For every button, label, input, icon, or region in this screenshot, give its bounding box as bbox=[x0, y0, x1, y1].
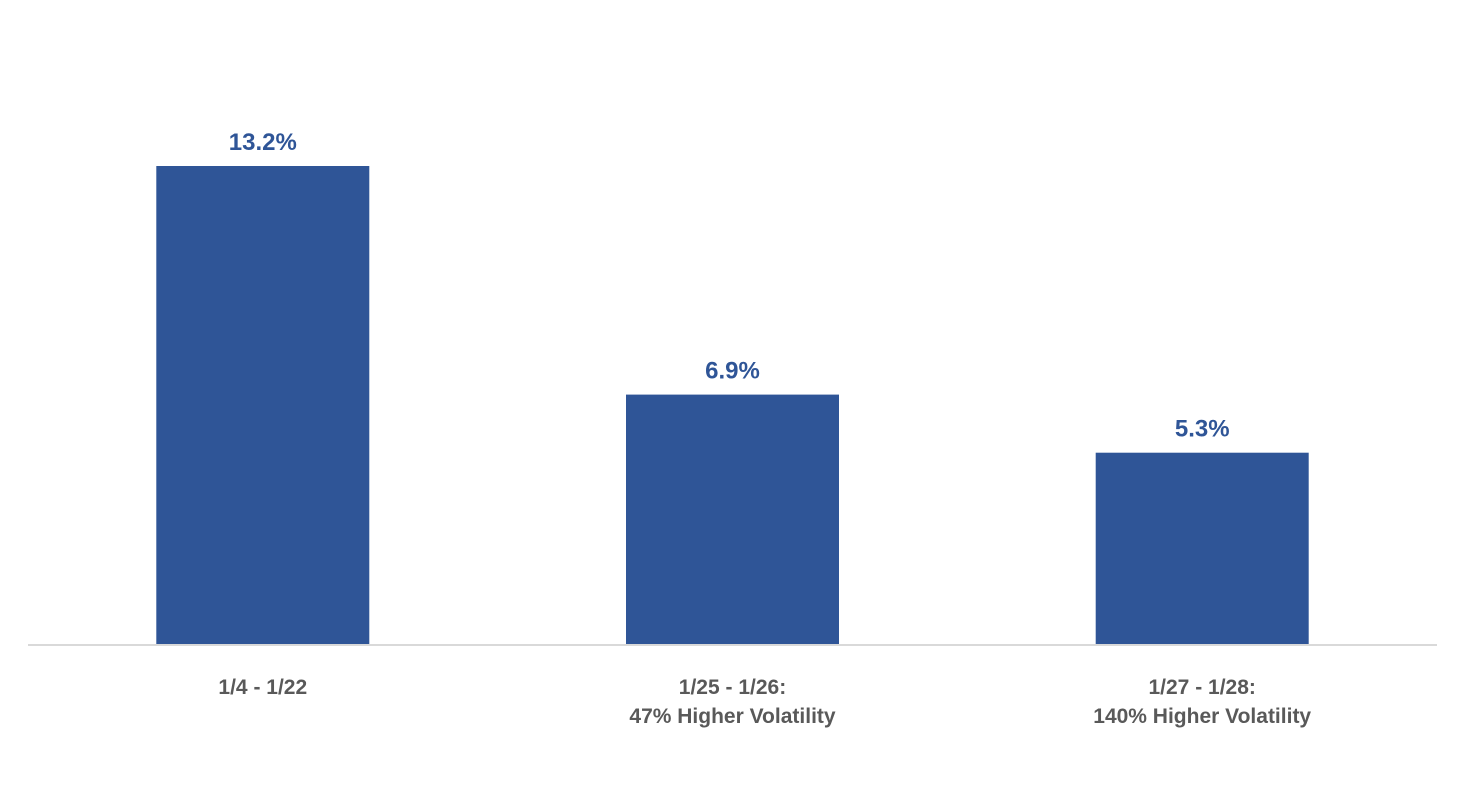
category-label-3-line-2: 140% Higher Volatility bbox=[1093, 705, 1311, 728]
data-label-2: 6.9% bbox=[705, 358, 760, 385]
bar-1 bbox=[156, 166, 370, 645]
category-label-1-line-1: 1/4 - 1/22 bbox=[218, 676, 307, 699]
bar-2 bbox=[626, 394, 839, 645]
bar-3 bbox=[1095, 452, 1309, 645]
data-label-3: 5.3% bbox=[1175, 416, 1230, 443]
data-labels-group: 13.2% 6.9% 5.3% bbox=[229, 129, 1230, 443]
data-label-1: 13.2% bbox=[229, 129, 297, 156]
category-label-2-line-1: 1/25 - 1/26: bbox=[679, 676, 786, 699]
bars-group bbox=[156, 166, 1309, 645]
category-label-3-line-1: 1/27 - 1/28: bbox=[1148, 676, 1255, 699]
category-labels-group: 1/4 - 1/22 1/25 - 1/26: 47% Higher Volatil… bbox=[218, 676, 1311, 728]
category-label-2-line-2: 47% Higher Volatility bbox=[629, 705, 835, 728]
